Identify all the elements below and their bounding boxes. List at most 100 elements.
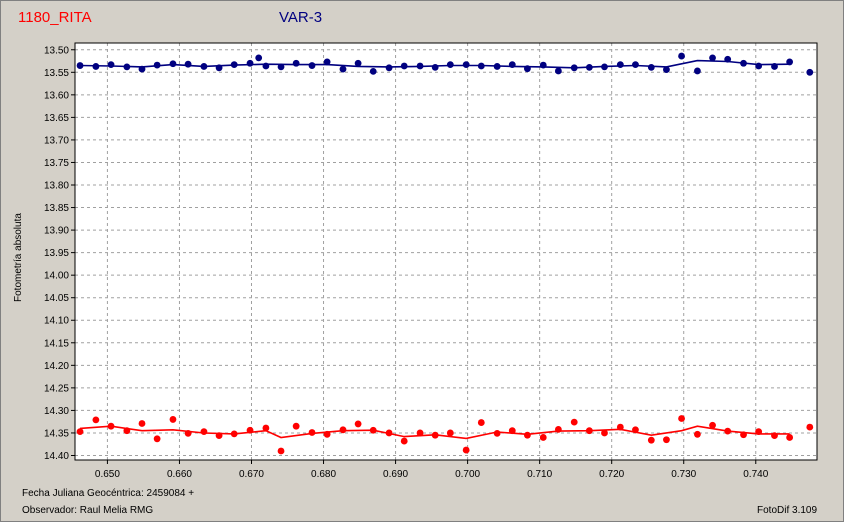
y-tick-label: 14.40 — [44, 451, 69, 462]
data-point — [416, 429, 424, 437]
data-point — [570, 64, 578, 72]
data-point — [709, 421, 716, 429]
data-point — [786, 58, 794, 66]
data-point — [585, 63, 593, 71]
y-tick-label: 13.60 — [44, 90, 69, 101]
data-point — [616, 61, 624, 69]
data-point — [740, 431, 747, 439]
y-tick-label: 13.85 — [44, 203, 69, 214]
data-point — [76, 62, 84, 69]
data-point — [493, 63, 501, 70]
y-tick-label: 13.55 — [44, 68, 69, 79]
star-name-title: 1180_RITA — [18, 9, 92, 26]
data-point — [585, 427, 593, 435]
data-point — [92, 416, 100, 424]
data-point — [369, 426, 377, 434]
data-point — [524, 65, 531, 73]
data-point — [806, 68, 814, 76]
x-tick-label: 0.730 — [671, 469, 696, 480]
data-point — [153, 435, 161, 443]
data-point — [632, 61, 639, 69]
data-point — [524, 431, 531, 439]
data-point — [354, 59, 362, 67]
data-point — [462, 446, 470, 454]
data-point — [570, 418, 578, 426]
data-point — [246, 59, 254, 67]
observer-label: Observador: Raul Melia RMG — [22, 505, 154, 516]
data-point — [76, 428, 84, 435]
data-point — [323, 58, 331, 66]
data-point — [416, 62, 424, 70]
data-point — [255, 54, 263, 62]
data-point — [694, 67, 701, 75]
data-point — [246, 426, 254, 434]
data-point — [400, 437, 408, 445]
data-point — [462, 61, 470, 69]
data-point — [215, 64, 223, 72]
y-tick-label: 13.95 — [44, 248, 69, 259]
data-point — [477, 419, 485, 426]
data-point — [292, 59, 300, 67]
data-point — [169, 416, 177, 423]
data-point — [215, 432, 223, 440]
y-tick-label: 14.20 — [44, 361, 69, 372]
data-point — [230, 61, 238, 69]
plot-border — [74, 42, 818, 461]
data-point — [92, 63, 100, 70]
data-point — [446, 61, 454, 69]
data-point — [539, 434, 547, 441]
x-tick-label: 0.650 — [95, 469, 120, 480]
data-point — [709, 54, 716, 62]
jd-label: Fecha Juliana Geocéntrica: 2459084 + — [22, 488, 195, 499]
data-point — [431, 431, 439, 439]
data-point — [184, 430, 192, 437]
data-point — [786, 434, 794, 441]
data-point — [493, 430, 501, 437]
data-point — [806, 423, 814, 431]
x-tick-label: 0.740 — [743, 469, 768, 480]
data-point — [123, 427, 131, 435]
data-point — [308, 429, 316, 436]
panel-name-title: VAR-3 — [279, 9, 323, 26]
data-point — [554, 67, 562, 75]
y-tick-label: 14.15 — [44, 338, 69, 349]
data-point — [169, 60, 177, 68]
data-point — [724, 55, 732, 63]
data-point — [385, 64, 393, 72]
data-point — [678, 415, 685, 422]
data-point — [277, 447, 285, 455]
data-point — [200, 428, 208, 435]
y-tick-label: 14.00 — [44, 271, 69, 282]
y-tick-label: 13.65 — [44, 113, 69, 124]
x-tick-label: 0.670 — [239, 469, 264, 480]
data-point — [385, 429, 393, 437]
data-point — [138, 420, 146, 427]
data-point — [308, 62, 316, 69]
x-tick-label: 0.660 — [167, 469, 192, 480]
data-point — [400, 62, 408, 70]
data-point — [771, 63, 778, 70]
data-point — [184, 60, 192, 68]
data-point — [262, 62, 270, 70]
y-tick-label: 13.75 — [44, 158, 69, 169]
y-tick-label: 14.05 — [44, 293, 69, 304]
x-tick-label: 0.720 — [599, 469, 624, 480]
data-point — [339, 426, 347, 434]
data-point — [277, 63, 285, 71]
data-point — [477, 62, 485, 70]
y-tick-label: 13.50 — [44, 45, 69, 56]
data-point — [616, 423, 624, 431]
data-point — [694, 430, 701, 438]
data-point — [539, 61, 547, 69]
y-tick-label: 13.70 — [44, 135, 69, 146]
data-point — [230, 430, 238, 438]
data-point — [755, 428, 763, 435]
data-point — [431, 63, 439, 71]
y-tick-label: 13.90 — [44, 226, 69, 237]
data-point — [323, 430, 331, 438]
data-point — [740, 59, 747, 67]
data-point — [339, 65, 347, 73]
data-point — [663, 436, 670, 444]
data-point — [123, 63, 131, 71]
